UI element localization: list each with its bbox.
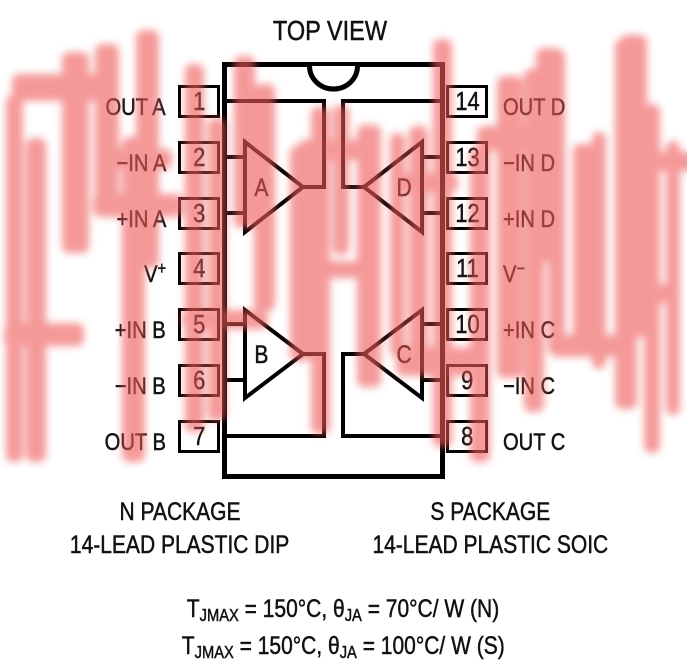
s-package-caption: S PACKAGE 14-LEAD PLASTIC SOIC (372, 498, 608, 560)
pin-label-minus-in-c: −IN C (503, 372, 556, 401)
pin-box-6: 6 (178, 364, 220, 397)
pin-label-minus-in-b: −IN B (115, 372, 166, 401)
thermal-note-n: TJMAX = 150°C, θJA = 70°C/ W (N) (186, 595, 500, 625)
thermal-note-s: TJMAX = 150°C, θJA = 100°C/ W (S) (181, 631, 505, 662)
package-outline (222, 62, 445, 479)
pin-label-v-plus: V+ (144, 258, 166, 288)
pin-label-plus-in-a: +IN A (116, 205, 166, 234)
opamp-b-label: B (253, 341, 269, 370)
pin-label-plus-in-c: +IN C (503, 316, 556, 345)
pin-label-minus-in-d: −IN D (503, 149, 556, 178)
pin-box-4: 4 (178, 252, 220, 285)
pin-box-13: 13 (446, 141, 488, 174)
pin-label-plus-in-d: +IN D (503, 205, 556, 234)
opamp-d-label: D (396, 174, 412, 203)
pin-label-out-b: OUT B (104, 428, 167, 457)
pin-box-3: 3 (178, 197, 220, 230)
pin1-notch (307, 65, 360, 92)
pin-box-2: 2 (178, 141, 220, 174)
pin-box-7: 7 (178, 420, 220, 453)
pin-box-8: 8 (446, 420, 488, 453)
opamp-c-label: C (396, 341, 412, 370)
wire-out-c (341, 352, 445, 438)
pin-box-14: 14 (446, 85, 488, 118)
thermal-notes: TJMAX = 150°C, θJA = 70°C/ W (N) TJMAX =… (93, 594, 593, 668)
pin-label-minus-in-a: −IN A (116, 149, 166, 178)
page-title: TOP VIEW (272, 15, 388, 46)
pin-label-plus-in-b: +IN B (115, 316, 166, 345)
n-package-caption: N PACKAGE 14-LEAD PLASTIC DIP (70, 498, 290, 560)
pin-box-11: 11 (446, 252, 488, 285)
pin-label-out-a: OUT A (105, 93, 167, 122)
pin-box-10: 10 (446, 308, 488, 341)
pin-box-5: 5 (178, 308, 220, 341)
pin-label-out-d: OUT D (503, 93, 566, 122)
pin-box-9: 9 (446, 364, 488, 397)
pin-label-v-minus: V− (503, 258, 525, 288)
pin-box-12: 12 (446, 197, 488, 230)
pin-box-1: 1 (178, 85, 220, 118)
opamp-b-triangle (243, 305, 307, 403)
opamp-a-label: A (253, 174, 269, 203)
pin-label-out-c: OUT C (503, 428, 566, 457)
